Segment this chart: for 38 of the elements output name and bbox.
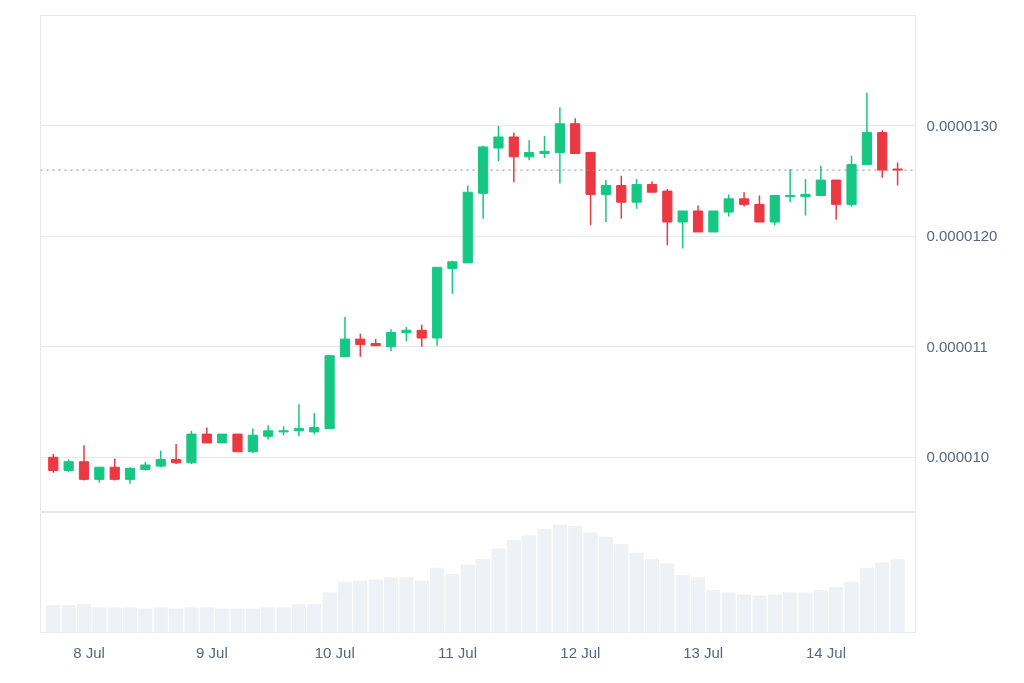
y-tick-label: 0.000011: [926, 337, 988, 355]
x-tick-label: 12 Jul: [560, 643, 601, 661]
x-tick-label: 10 Jul: [314, 643, 355, 661]
candlestick: [815, 164, 826, 197]
candlestick: [493, 125, 504, 163]
candlestick: [723, 193, 734, 218]
x-tick-label: 8 Jul: [73, 643, 105, 661]
candlestick: [892, 161, 903, 187]
candlestick: [677, 210, 688, 250]
candlestick: [48, 453, 59, 474]
candlestick: [800, 178, 811, 217]
candlestick: [293, 403, 305, 438]
candlestick: [631, 178, 642, 210]
candlestick: [692, 204, 704, 233]
candlestick: [539, 135, 550, 159]
candlestick: [447, 259, 458, 295]
candlestick: [78, 444, 90, 482]
candlestick: [785, 168, 796, 203]
candlestick: [600, 179, 612, 223]
candlestick: [170, 443, 182, 465]
y-tick-label: 0.000010: [926, 448, 990, 466]
candlestick: [339, 316, 351, 358]
candlestick: [524, 139, 535, 161]
candlestick: [385, 328, 397, 352]
candlestick: [309, 412, 320, 435]
candlestick: [247, 427, 258, 454]
x-tick-label: 11 Jul: [438, 643, 477, 661]
x-tick-label: 14 Jul: [805, 643, 846, 661]
candlestick: [508, 131, 519, 184]
y-tick-label: 0.0000130: [926, 116, 998, 134]
candlestick: [416, 323, 427, 348]
candlestick: [708, 210, 719, 233]
candlestick: [754, 194, 765, 223]
y-tick-label: 0.0000120: [926, 227, 998, 245]
x-tick-label: 13 Jul: [683, 643, 724, 661]
candlestick: [355, 332, 366, 358]
x-tick-label: 9 Jul: [196, 643, 228, 661]
candlestick: [616, 174, 627, 220]
